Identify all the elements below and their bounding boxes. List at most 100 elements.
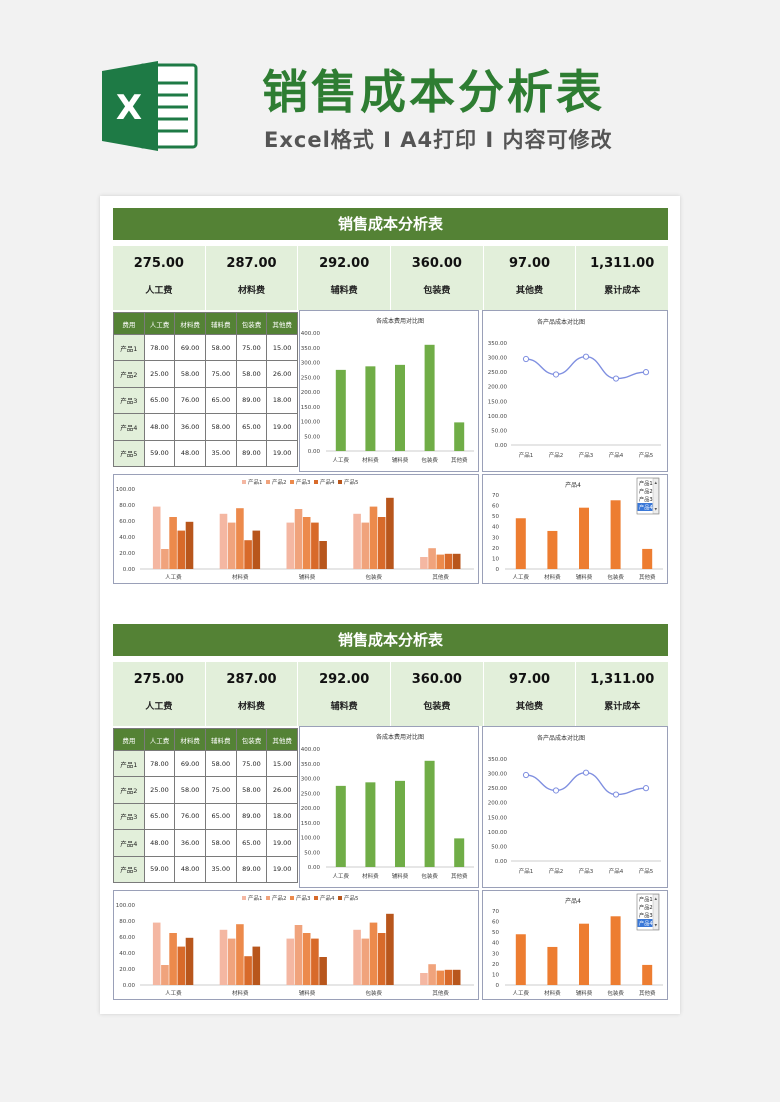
y-tick-label: 0.00 [123, 983, 136, 989]
kpi-card: 287.00 材料费 [206, 662, 299, 726]
table-row: 产品5 59.00 48.00 35.00 89.00 19.00 [113, 855, 298, 883]
table-row: 产品3 65.00 76.00 65.00 89.00 18.00 [113, 386, 298, 415]
chart-bar [395, 364, 405, 451]
x-tick-label: 包装费 [607, 989, 624, 997]
x-tick-label: 材料费 [232, 573, 249, 581]
legend-swatch [242, 896, 246, 900]
y-tick-label: 20 [492, 546, 499, 552]
scroll-down-icon[interactable] [654, 924, 658, 927]
kpi-card: 275.00 人工费 [113, 246, 206, 310]
table-cell: 36.00 [174, 413, 206, 441]
kpi-strip: 275.00 人工费 287.00 材料费 292.00 辅料费 360.00 包装费 97.0… [113, 662, 668, 726]
chart-title: 产品4 [565, 481, 581, 489]
y-tick-label: 200.00 [488, 385, 508, 391]
x-tick-label: 材料费 [362, 872, 379, 880]
kpi-strip: 275.00 人工费 287.00 材料费 292.00 辅料费 360.00 包装费 97.0… [113, 246, 668, 310]
y-tick-label: 60.00 [119, 935, 135, 941]
y-tick-label: 250.00 [301, 375, 321, 381]
table-cell: 19.00 [266, 855, 298, 883]
y-tick-label: 300.00 [301, 361, 321, 367]
selector-option[interactable]: 产品1 [639, 895, 653, 903]
chart-bar [579, 507, 589, 569]
y-tick-label: 150.00 [488, 399, 508, 405]
scroll-up-icon[interactable] [654, 897, 658, 901]
y-tick-label: 250.00 [301, 791, 321, 797]
y-tick-label: 60 [492, 504, 499, 510]
x-tick-label: 人工费 [165, 989, 182, 997]
legend-swatch [338, 480, 342, 484]
y-tick-label: 10 [492, 972, 499, 978]
row-header-cell: 产品1 [113, 749, 145, 778]
chart-bar [424, 760, 435, 867]
selector-option[interactable]: 产品2 [639, 487, 653, 495]
selector-scrollbar [652, 478, 659, 514]
y-tick-label: 200.00 [301, 390, 321, 396]
chart-bar [161, 549, 169, 569]
x-tick-label: 产品5 [639, 867, 654, 875]
y-tick-label: 80.00 [119, 919, 135, 925]
table-cell: 89.00 [235, 802, 268, 831]
y-tick-label: 250.00 [488, 786, 508, 792]
y-tick-label: 100.00 [488, 830, 508, 836]
selector-option[interactable]: 产品2 [639, 903, 653, 911]
kpi-value: 275.00 [133, 672, 184, 687]
y-tick-label: 50.00 [491, 844, 507, 850]
chart-bar [547, 530, 558, 569]
row-header-cell: 产品5 [113, 855, 145, 883]
legend-label: 产品1 [248, 894, 263, 902]
y-tick-label: 70 [492, 909, 499, 915]
kpi-card: 1,311.00 累计成本 [576, 662, 668, 726]
excel-logo-icon: X [100, 57, 198, 155]
chart-bar [444, 969, 453, 985]
kpi-value: 97.00 [508, 256, 551, 271]
row-header-cell: 产品2 [113, 360, 145, 388]
table-cell: 75.00 [235, 333, 268, 362]
chart-bar [161, 965, 169, 985]
legend-label: 产品1 [248, 478, 263, 486]
y-tick-label: 20.00 [119, 551, 135, 557]
table-cell: 35.00 [204, 439, 237, 467]
selector-option[interactable]: 产品4 [639, 503, 653, 511]
x-tick-label: 其他费 [432, 989, 449, 997]
column-header: 材料费 [174, 728, 206, 751]
chart-bar [452, 553, 461, 569]
line-point [582, 769, 590, 776]
table-cell: 36.00 [174, 829, 206, 857]
y-tick-label: 300.00 [301, 777, 321, 783]
scroll-up-icon[interactable] [654, 481, 658, 485]
y-tick-label: 40 [492, 941, 499, 947]
chart-bar [436, 554, 445, 569]
table-cell: 19.00 [266, 439, 298, 467]
chart-canvas: 各产品成本对比图 0.00 50.00 100.00 150.00 200.00 250.0… [488, 318, 661, 459]
row-header-cell: 产品4 [113, 829, 145, 857]
selector-option[interactable]: 产品4 [639, 919, 653, 927]
y-tick-label: 40 [492, 525, 499, 531]
cost-type-chart: 各成本费用对比图 0.00 50.00 100.00 150.00 200.00 250.0… [299, 726, 479, 888]
kpi-value: 97.00 [508, 672, 551, 687]
selector-option[interactable]: 产品3 [639, 911, 653, 919]
x-tick-label: 辅料费 [392, 872, 409, 880]
chart-bar [386, 497, 394, 569]
selected-product-chart: 产品4 0 10 20 30 40 50 60 70 人工费 材料费 辅料费 包装费 其他费 产品1 产品2 产… [482, 890, 668, 1000]
y-tick-label: 50.00 [304, 434, 320, 440]
chart-bar [185, 937, 194, 985]
x-tick-label: 人工费 [513, 989, 530, 997]
line-point [552, 787, 560, 794]
chart-bar [515, 934, 526, 985]
table-cell: 65.00 [143, 802, 176, 831]
selector-option[interactable]: 产品3 [639, 495, 653, 503]
x-tick-label: 包装费 [366, 573, 383, 581]
svg-text:X: X [116, 88, 142, 128]
column-header: 辅料费 [204, 312, 237, 335]
scroll-down-icon[interactable] [654, 508, 658, 511]
table-cell: 75.00 [235, 749, 268, 778]
x-tick-label: 人工费 [333, 872, 350, 880]
x-tick-label: 其他费 [451, 456, 468, 464]
legend-swatch [266, 896, 270, 900]
row-header-cell: 产品1 [113, 333, 145, 362]
selector-option[interactable]: 产品1 [639, 479, 653, 487]
y-tick-label: 150.00 [301, 405, 321, 411]
